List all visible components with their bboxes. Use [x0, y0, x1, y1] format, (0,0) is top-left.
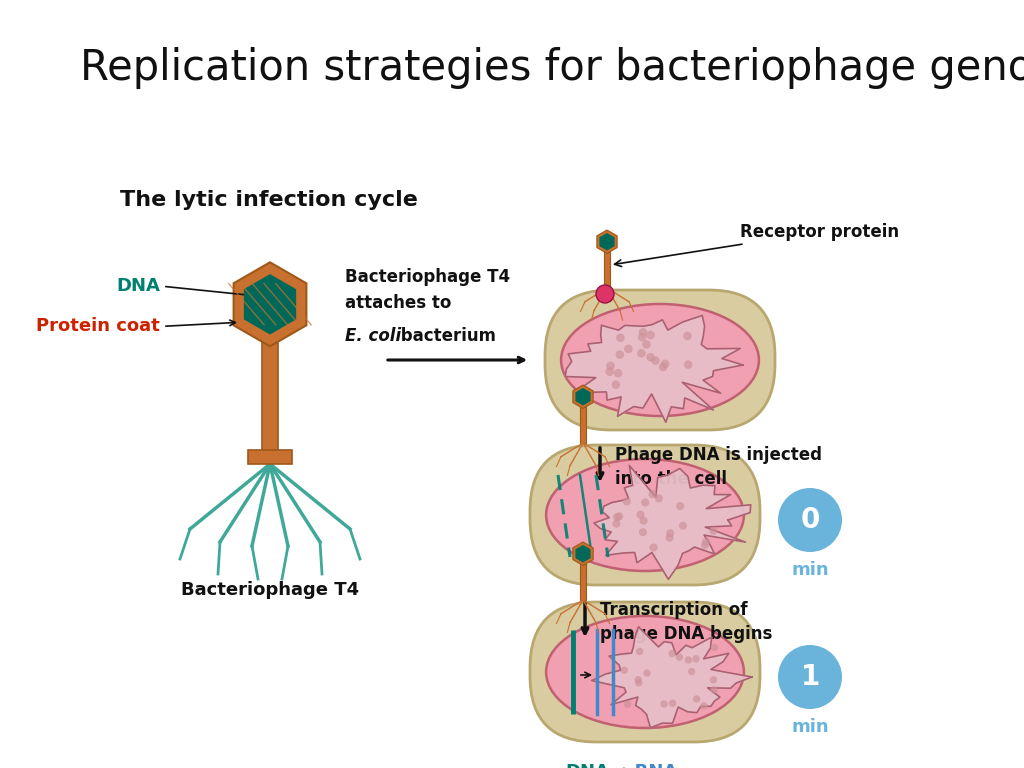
Bar	[581, 407, 586, 443]
Circle shape	[613, 513, 622, 521]
Circle shape	[636, 647, 643, 655]
FancyBboxPatch shape	[545, 290, 775, 430]
Text: → RNA: → RNA	[607, 763, 677, 768]
Circle shape	[641, 498, 649, 507]
Text: Receptor protein: Receptor protein	[614, 223, 899, 266]
Circle shape	[700, 702, 708, 710]
Circle shape	[683, 332, 692, 340]
Circle shape	[684, 360, 692, 369]
Circle shape	[676, 654, 683, 660]
Text: E. coli: E. coli	[345, 327, 401, 345]
Circle shape	[616, 333, 625, 343]
Circle shape	[646, 353, 655, 362]
Circle shape	[778, 645, 842, 709]
Text: Bacteriophage T4: Bacteriophage T4	[181, 581, 359, 599]
Circle shape	[654, 495, 663, 502]
Circle shape	[621, 667, 628, 674]
Bar	[248, 450, 292, 464]
Polygon shape	[597, 230, 617, 253]
Text: Phage DNA is injected
into the cell: Phage DNA is injected into the cell	[615, 446, 822, 488]
Circle shape	[642, 340, 651, 349]
Text: The lytic infection cycle: The lytic infection cycle	[120, 190, 418, 210]
Circle shape	[596, 285, 614, 303]
Text: Bacteriophage T4
attaches to: Bacteriophage T4 attaches to	[345, 269, 510, 312]
Circle shape	[615, 350, 624, 359]
Circle shape	[666, 534, 674, 541]
Circle shape	[649, 544, 657, 551]
Circle shape	[658, 362, 668, 372]
Polygon shape	[572, 385, 593, 409]
Circle shape	[612, 520, 621, 528]
Text: 0: 0	[801, 506, 819, 534]
Circle shape	[638, 333, 646, 342]
Circle shape	[669, 700, 676, 707]
Polygon shape	[577, 389, 590, 405]
Circle shape	[702, 538, 711, 546]
Circle shape	[679, 521, 687, 530]
Circle shape	[606, 362, 614, 370]
Circle shape	[710, 527, 718, 535]
Circle shape	[648, 490, 656, 498]
Circle shape	[651, 356, 659, 365]
Text: 1: 1	[801, 663, 819, 691]
Circle shape	[643, 670, 650, 677]
Circle shape	[685, 656, 692, 664]
Circle shape	[676, 502, 684, 510]
Circle shape	[669, 650, 676, 657]
Circle shape	[635, 679, 642, 687]
Polygon shape	[565, 316, 743, 422]
Circle shape	[778, 488, 842, 552]
Text: Transcription of
phage DNA begins: Transcription of phage DNA begins	[600, 601, 772, 643]
Circle shape	[711, 644, 718, 651]
Circle shape	[624, 700, 632, 708]
Circle shape	[639, 528, 647, 536]
Text: Replication strategies for bacteriophage genomes: Replication strategies for bacteriophage…	[80, 47, 1024, 89]
Circle shape	[639, 328, 647, 336]
Text: DNA: DNA	[116, 277, 160, 296]
Ellipse shape	[561, 304, 759, 416]
Circle shape	[623, 498, 631, 505]
FancyBboxPatch shape	[530, 445, 760, 585]
Circle shape	[701, 541, 710, 549]
Text: Protein coat: Protein coat	[36, 317, 160, 336]
Polygon shape	[245, 275, 296, 334]
Circle shape	[636, 511, 644, 518]
Polygon shape	[592, 627, 752, 728]
Bar	[581, 564, 586, 600]
Circle shape	[660, 359, 670, 368]
Circle shape	[605, 367, 614, 376]
Circle shape	[624, 345, 633, 353]
Circle shape	[635, 676, 642, 684]
Circle shape	[613, 369, 623, 378]
Circle shape	[646, 331, 655, 339]
Ellipse shape	[546, 616, 743, 728]
Text: min: min	[792, 561, 828, 579]
Polygon shape	[577, 546, 590, 561]
Circle shape	[666, 529, 674, 537]
Bar	[262, 340, 278, 450]
Circle shape	[637, 349, 646, 358]
Circle shape	[640, 517, 648, 525]
Circle shape	[711, 686, 718, 694]
Circle shape	[692, 655, 699, 663]
Text: min: min	[792, 718, 828, 736]
Circle shape	[611, 380, 621, 389]
Polygon shape	[233, 263, 306, 346]
FancyBboxPatch shape	[530, 602, 760, 742]
Circle shape	[660, 700, 668, 707]
Polygon shape	[572, 542, 593, 565]
Circle shape	[688, 668, 695, 675]
Circle shape	[693, 695, 700, 703]
Text: DNA: DNA	[565, 763, 609, 768]
Bar	[604, 252, 609, 288]
Ellipse shape	[546, 459, 743, 571]
Circle shape	[710, 676, 717, 684]
Polygon shape	[600, 233, 614, 250]
Circle shape	[615, 512, 624, 521]
Text: bacterium: bacterium	[395, 327, 496, 345]
Polygon shape	[594, 465, 751, 579]
